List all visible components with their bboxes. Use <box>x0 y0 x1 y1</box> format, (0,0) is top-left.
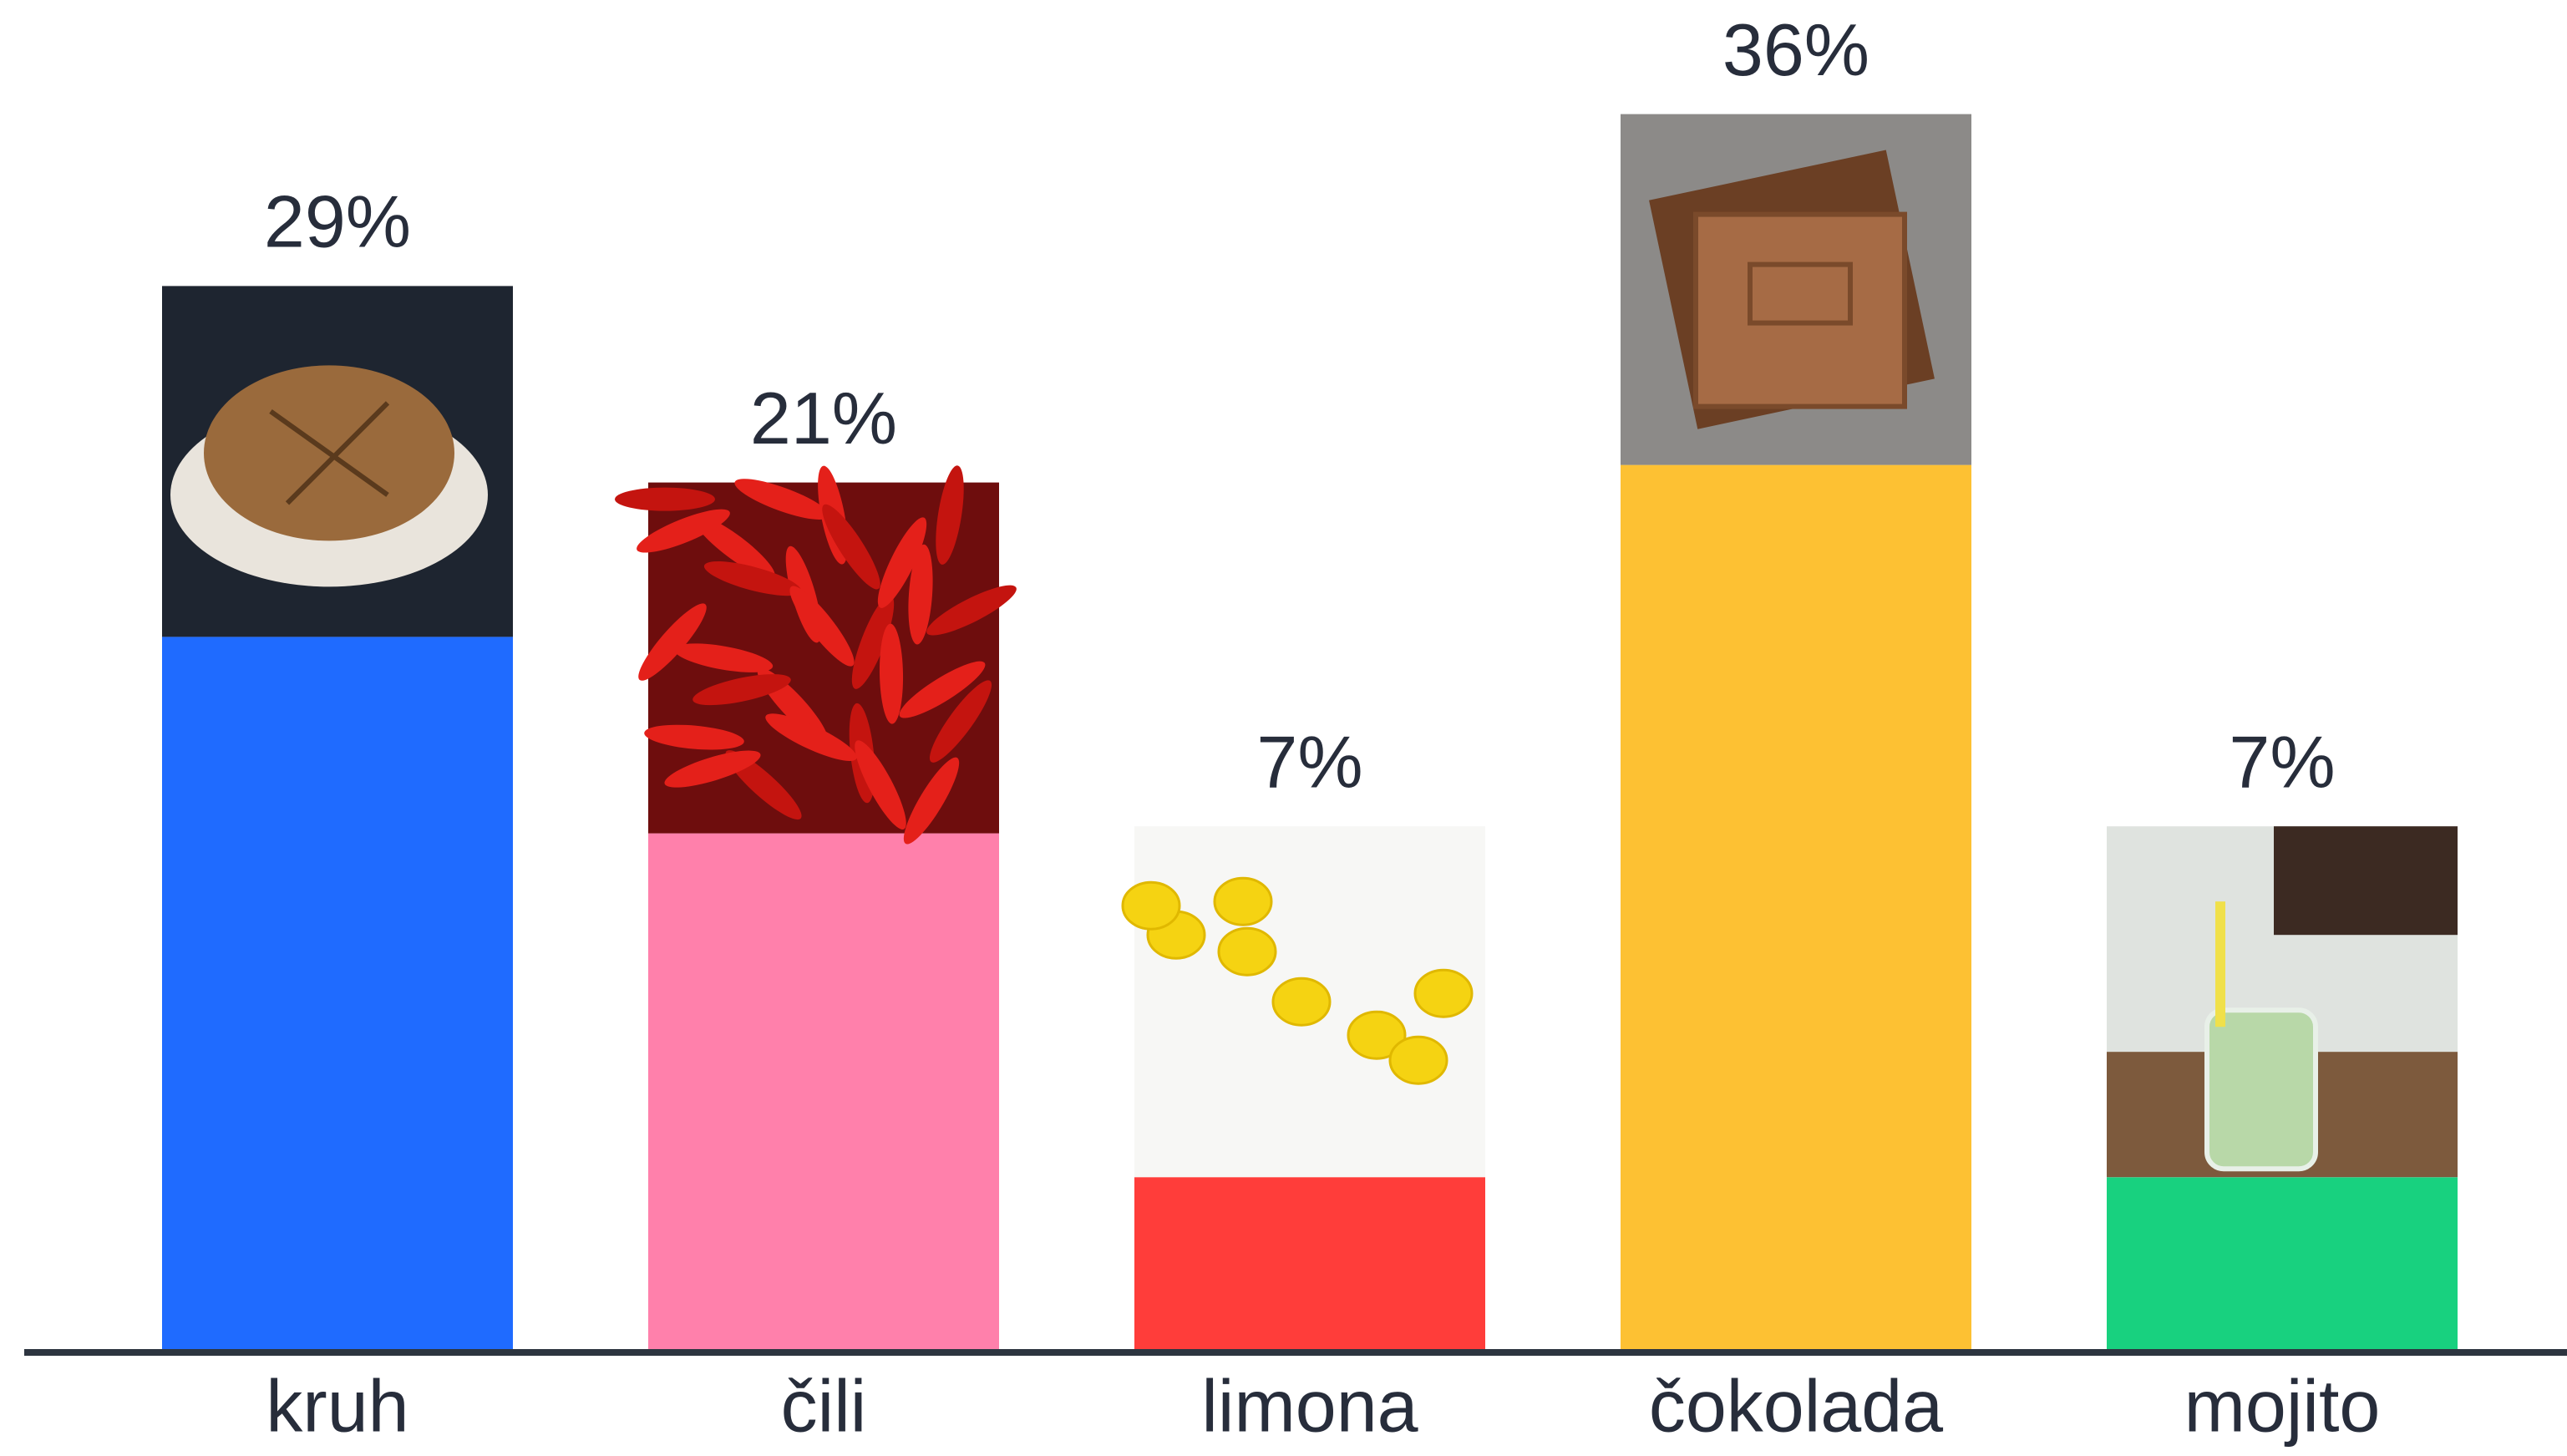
page: 29% kruh 21% čili 7% limona 36% čokolada 7% mojit… <box>0 0 2567 1456</box>
bar <box>1134 1177 1485 1349</box>
bar-photo <box>1621 114 1971 465</box>
shelf <box>2274 826 2458 935</box>
lemon <box>1219 928 1276 975</box>
bar <box>648 834 999 1349</box>
lemon <box>1215 878 1271 925</box>
bar-photo <box>1123 826 1485 1177</box>
chart: 29% kruh 21% čili 7% limona 36% čokolada 7% mojit… <box>0 0 2567 1456</box>
lemon <box>1273 978 1330 1025</box>
value-label: 36% <box>1722 8 1869 91</box>
lemon <box>1123 882 1180 929</box>
value-label: 21% <box>750 377 897 459</box>
category-label: kruh <box>266 1364 408 1447</box>
category-label: limona <box>1201 1364 1418 1447</box>
bar <box>162 637 513 1349</box>
value-label: 29% <box>264 180 411 263</box>
bar-photo <box>2107 826 2458 1177</box>
bar <box>1621 465 1971 1349</box>
lemon <box>1415 970 1472 1017</box>
category-label: mojito <box>2184 1364 2381 1447</box>
category-label: čokolada <box>1649 1364 1943 1447</box>
bar-photo <box>615 464 1022 850</box>
bar-photo <box>162 286 513 637</box>
glass <box>2207 1010 2316 1169</box>
lemon <box>1390 1037 1447 1083</box>
category-label: čili <box>781 1364 867 1447</box>
chili <box>615 488 715 511</box>
chocolate <box>1696 215 1905 407</box>
straw <box>2215 901 2225 1027</box>
value-label: 7% <box>2229 720 2335 803</box>
bar <box>2107 1177 2458 1349</box>
value-label: 7% <box>1256 720 1362 803</box>
